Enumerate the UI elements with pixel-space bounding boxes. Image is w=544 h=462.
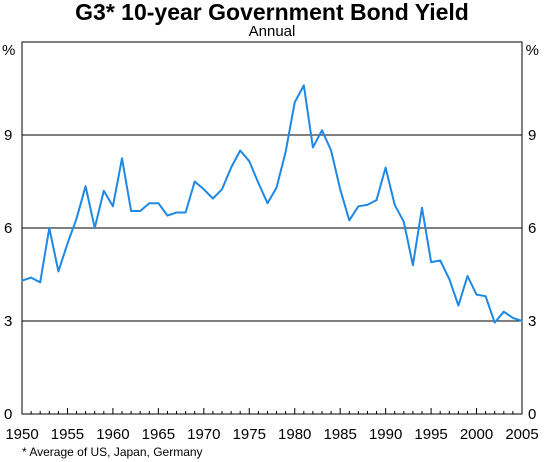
- y-tick-label-left: 3: [4, 313, 12, 330]
- data-point: [93, 227, 96, 229]
- data-point: [366, 203, 369, 206]
- data-point: [321, 129, 323, 132]
- y-unit-right: %: [525, 42, 539, 59]
- y-tick-label-right: 0: [528, 406, 536, 423]
- data-point: [393, 203, 396, 206]
- data-point: [203, 188, 205, 191]
- y-tick-label-left: 9: [4, 127, 12, 144]
- data-point: [457, 304, 460, 307]
- data-point: [339, 188, 341, 191]
- x-tick-label: 1975: [233, 426, 266, 443]
- data-point: [448, 278, 451, 280]
- data-point: [139, 210, 141, 212]
- x-tick-label: 1950: [5, 426, 38, 443]
- gridlines: [22, 134, 522, 322]
- data-point: [430, 261, 432, 263]
- data-point: [312, 146, 314, 149]
- data-point: [230, 166, 232, 169]
- data-point: [466, 275, 469, 277]
- data-point: [412, 264, 414, 267]
- y-tick-label-left: 6: [4, 220, 12, 237]
- x-tick-label: 1995: [414, 426, 447, 443]
- data-point: [48, 227, 51, 229]
- data-point: [403, 221, 405, 223]
- chart-title: G3* 10-year Government Bond Yield: [75, 0, 469, 25]
- data-point: [166, 214, 169, 217]
- data-point: [293, 101, 296, 104]
- data-point: [148, 202, 151, 204]
- data-point: [421, 207, 423, 209]
- data-point: [512, 317, 514, 319]
- series-group: [21, 84, 523, 324]
- chart-subtitle: Annual: [248, 23, 296, 40]
- data-point: [212, 197, 214, 200]
- data-point: [503, 310, 505, 313]
- data-point: [121, 157, 123, 160]
- data-point: [375, 199, 378, 201]
- y-tick-label-left: 0: [4, 406, 12, 423]
- data-point: [57, 270, 60, 273]
- data-point: [184, 211, 187, 214]
- data-point: [39, 281, 41, 284]
- data-point: [157, 202, 160, 204]
- y-tick-label-right: 6: [528, 220, 536, 237]
- x-tick-label: 1955: [51, 426, 84, 443]
- data-point: [266, 202, 269, 204]
- data-point: [257, 182, 260, 184]
- data-point: [348, 219, 351, 222]
- data-point: [475, 293, 478, 296]
- data-point: [284, 151, 287, 153]
- x-tick-label: 1965: [142, 426, 175, 443]
- data-point: [275, 186, 278, 189]
- data-point: [103, 190, 105, 192]
- x-tick-label: 1980: [278, 426, 311, 443]
- data-point: [439, 259, 441, 262]
- data-point: [357, 205, 360, 208]
- data-point: [239, 149, 241, 152]
- x-tick-label: 1970: [187, 426, 220, 443]
- data-point: [175, 211, 178, 214]
- data-point: [193, 180, 196, 183]
- data-point: [21, 279, 23, 282]
- y-tick-label-right: 3: [528, 313, 536, 330]
- x-tick-label: 1990: [369, 426, 402, 443]
- plot-frame: [21, 41, 523, 415]
- x-tick-label: 1985: [323, 426, 356, 443]
- data-point: [493, 321, 496, 324]
- data-point: [521, 320, 523, 322]
- chart-footnote: * Average of US, Japan, Germany: [22, 445, 203, 459]
- data-point: [484, 295, 487, 298]
- x-tick-label: 1960: [96, 426, 129, 443]
- y-axis-ticks: 0 0 3 3 6 6 9 9: [4, 127, 536, 423]
- x-axis-ticks: 1950 1955 1960 1965 1970 1975 1980 1985 1990 1995…: [5, 408, 539, 443]
- data-point: [84, 185, 87, 187]
- data-point: [66, 242, 69, 245]
- data-point: [221, 188, 223, 191]
- y-tick-label-right: 9: [528, 127, 536, 144]
- series-line: [21, 84, 523, 324]
- data-point: [330, 149, 332, 152]
- data-point: [130, 210, 132, 212]
- data-point: [303, 84, 305, 87]
- data-point: [75, 217, 78, 220]
- x-tick-label: 2005: [505, 426, 538, 443]
- data-point: [112, 205, 114, 208]
- x-tick-label: 2000: [460, 426, 493, 443]
- data-point: [384, 166, 387, 169]
- data-point: [248, 160, 251, 163]
- y-unit-left: %: [2, 42, 16, 59]
- data-point: [30, 276, 32, 279]
